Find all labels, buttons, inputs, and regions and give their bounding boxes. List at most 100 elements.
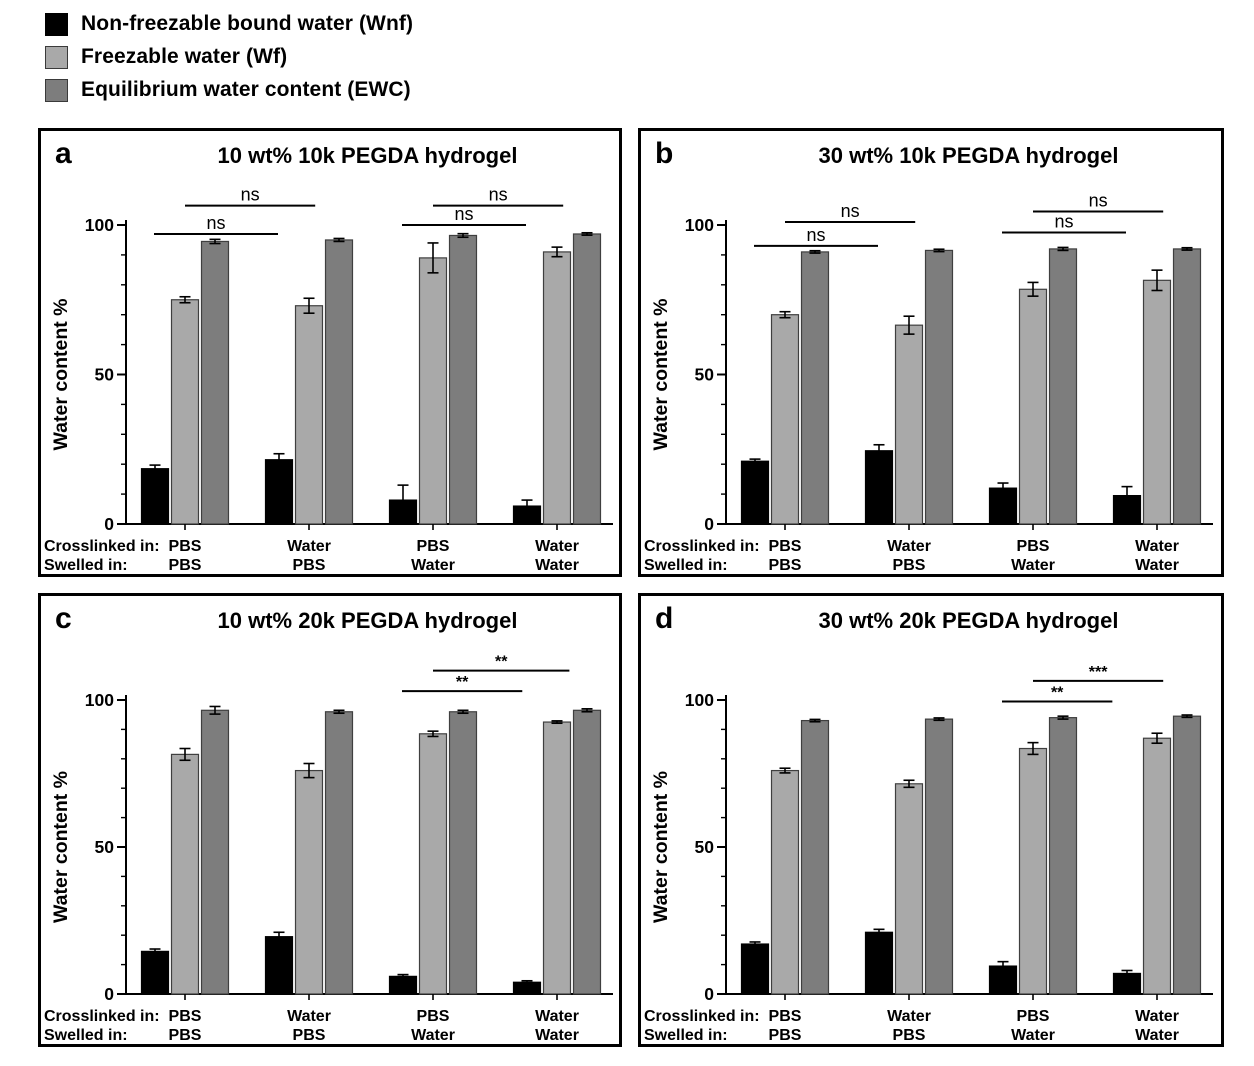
x-group-label-swelled: PBS — [293, 1027, 326, 1044]
bar-s2-g3 — [572, 709, 602, 995]
panel-letter-c: c — [55, 602, 72, 635]
x-group-label-crosslinked: PBS — [169, 1008, 202, 1025]
bar-s0-g2 — [988, 965, 1018, 995]
y-axis-label: Water content % — [650, 298, 672, 450]
bar-s2-g3 — [572, 233, 602, 525]
y-axis-label: Water content % — [50, 771, 72, 923]
bar-s0-g2 — [388, 975, 418, 995]
bar-s1-g0 — [770, 314, 800, 525]
y-tick-label: 50 — [695, 837, 715, 857]
x-group-label-crosslinked: PBS — [1017, 538, 1050, 555]
bar-s2-g3 — [1172, 715, 1202, 995]
y-tick-label: 100 — [85, 690, 114, 710]
x-group-label-swelled: PBS — [769, 557, 802, 574]
x-row2-header: Swelled in: — [44, 557, 128, 574]
x-group-label-crosslinked: PBS — [417, 538, 450, 555]
y-tick-label: 100 — [685, 215, 714, 235]
panel-title-a: 10 wt% 10k PEGDA hydrogel — [217, 143, 518, 168]
x-group-label-swelled: Water — [411, 557, 455, 574]
bar-s1-g0 — [170, 299, 200, 525]
x-group-label-swelled: PBS — [769, 1027, 802, 1044]
x-group-label-crosslinked: PBS — [769, 1008, 802, 1025]
bar-s2-g1 — [924, 249, 954, 525]
x-group-label-swelled: Water — [1135, 557, 1179, 574]
ewc-swatch-icon — [45, 78, 68, 102]
y-tick-label: 0 — [104, 514, 114, 534]
x-group-label-crosslinked: Water — [535, 538, 579, 555]
x-group-label-crosslinked: Water — [1135, 1008, 1179, 1025]
x-group-label-crosslinked: Water — [887, 538, 931, 555]
bar-s1-g0 — [770, 769, 800, 995]
y-tick-label: 0 — [704, 984, 714, 1004]
significance-label: ** — [456, 674, 469, 691]
significance-label: *** — [1089, 664, 1108, 681]
x-group-label-crosslinked: Water — [287, 1008, 331, 1025]
y-tick-label: 50 — [95, 365, 115, 385]
x-group-label-crosslinked: PBS — [417, 1008, 450, 1025]
x-group-label-crosslinked: Water — [287, 538, 331, 555]
bar-s1-g2 — [418, 257, 448, 525]
bar-s1-g0 — [170, 753, 200, 995]
bar-s1-g1 — [894, 783, 924, 995]
x-group-label-crosslinked: Water — [1135, 538, 1179, 555]
x-group-label-swelled: Water — [1135, 1027, 1179, 1044]
bar-s0-g3 — [512, 505, 542, 525]
significance-label: ns — [454, 204, 473, 224]
panel-title-b: 30 wt% 10k PEGDA hydrogel — [818, 143, 1119, 168]
y-tick-label: 50 — [695, 365, 715, 385]
bar-s1-g1 — [294, 305, 324, 525]
x-row1-header: Crosslinked in: — [644, 1008, 760, 1025]
bar-s2-g2 — [448, 234, 478, 525]
bar-s1-g3 — [1142, 279, 1172, 525]
y-tick-label: 100 — [685, 690, 714, 710]
bar-s0-g0 — [140, 468, 170, 525]
significance-label: ns — [489, 185, 508, 205]
bar-s0-g1 — [864, 450, 894, 525]
x-group-label-swelled: PBS — [169, 557, 202, 574]
x-group-label-swelled: Water — [1011, 557, 1055, 574]
bar-s2-g3 — [1172, 248, 1202, 525]
panel-d: d 30 wt% 20k PEGDA hydrogel 0 50 100 Water … — [638, 593, 1224, 1047]
significance-label: ns — [241, 185, 260, 205]
x-row1-header: Crosslinked in: — [44, 1008, 160, 1025]
x-group-label-crosslinked: PBS — [169, 538, 202, 555]
bar-s1-g2 — [1018, 747, 1048, 995]
bar-s2-g1 — [324, 711, 354, 995]
bar-s0-g0 — [740, 943, 770, 995]
legend-label-wnf: Non-freezable bound water (Wnf) — [81, 12, 414, 35]
x-row2-header: Swelled in: — [644, 1027, 728, 1044]
bar-s1-g3 — [1142, 737, 1172, 995]
x-group-label-crosslinked: PBS — [1017, 1008, 1050, 1025]
x-group-label-swelled: Water — [1011, 1027, 1055, 1044]
x-row1-header: Crosslinked in: — [644, 538, 760, 555]
bar-s1-g1 — [294, 769, 324, 995]
panel-title-c: 10 wt% 20k PEGDA hydrogel — [217, 608, 518, 633]
bar-s0-g0 — [740, 460, 770, 525]
panel-a: a 10 wt% 10k PEGDA hydrogel 0 50 100 Water … — [38, 128, 622, 577]
x-row2-header: Swelled in: — [644, 557, 728, 574]
bar-s2-g0 — [200, 709, 230, 995]
bar-s2-g0 — [800, 719, 830, 995]
bar-s2-g1 — [924, 718, 954, 995]
x-group-label-swelled: PBS — [893, 557, 926, 574]
bar-s2-g1 — [324, 239, 354, 525]
y-axis-label: Water content % — [650, 771, 672, 923]
significance-label: ns — [206, 213, 225, 233]
panel-letter-a: a — [55, 137, 72, 170]
bar-s2-g2 — [1048, 248, 1078, 525]
x-group-label-swelled: PBS — [293, 557, 326, 574]
wnf-swatch-icon — [45, 12, 68, 36]
panel-c: c 10 wt% 20k PEGDA hydrogel 0 50 100 Water … — [38, 593, 622, 1047]
bar-s0-g3 — [1112, 972, 1142, 995]
y-tick-label: 0 — [104, 984, 114, 1004]
chart-c: 0 50 100 Water content % ** ** Crosslinked in:… — [44, 654, 613, 1044]
significance-label: ns — [1089, 191, 1108, 211]
bar-s0-g3 — [512, 981, 542, 995]
significance-label: ns — [841, 201, 860, 221]
y-tick-label: 100 — [85, 215, 114, 235]
legend-label-wf: Freezable water (Wf) — [81, 45, 288, 68]
bar-s1-g2 — [418, 733, 448, 995]
bar-s2-g2 — [448, 711, 478, 995]
